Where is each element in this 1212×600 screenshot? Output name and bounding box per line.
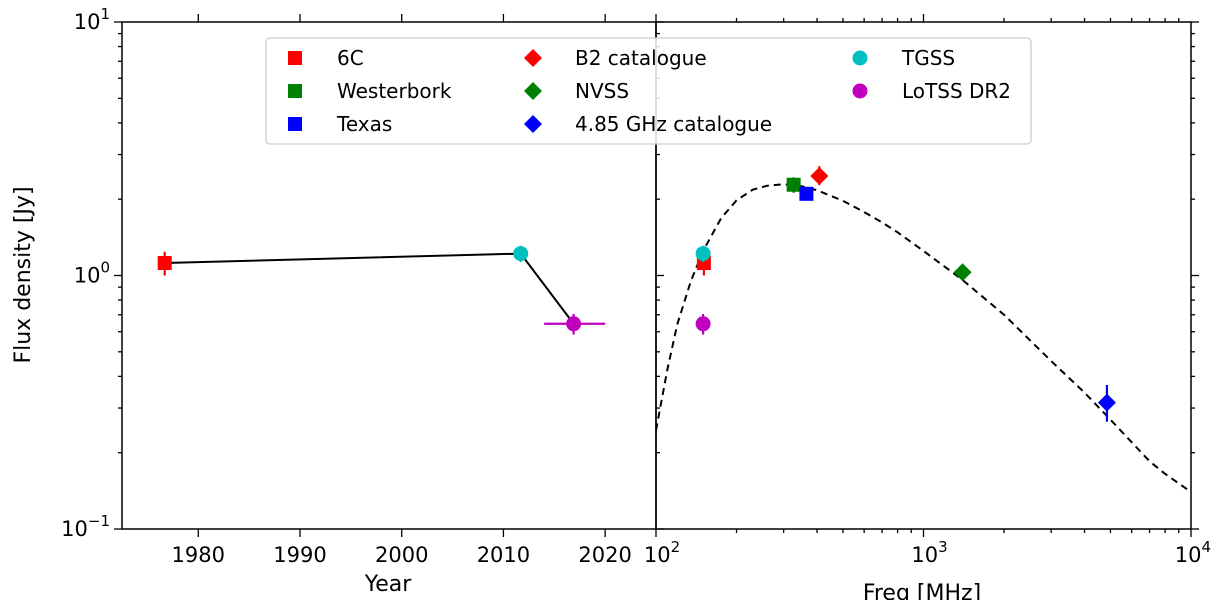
legend-box (265, 37, 1032, 145)
data-point-6c (157, 256, 172, 271)
y-axis-label: Flux density [Jy] (11, 186, 36, 363)
data-point-4-85-ghz-catalogue (1097, 393, 1116, 412)
legend-label: NVSS (575, 79, 629, 103)
x-tick-label: 1990 (273, 543, 326, 567)
legend-label: LoTSS DR2 (902, 79, 1011, 103)
legend-marker (524, 115, 542, 133)
legend-label: Texas (336, 112, 392, 136)
legend-marker (852, 83, 868, 99)
data-point-lotss-dr2 (695, 316, 711, 332)
x-axis-label-left: Year (364, 572, 413, 597)
x-tick-label: 1980 (172, 543, 225, 567)
legend-marker (852, 50, 868, 66)
data-point-westerbork (786, 177, 801, 192)
data-point-texas (799, 186, 814, 201)
legend-label: 4.85 GHz catalogue (575, 112, 772, 136)
legend-marker (524, 49, 542, 67)
x-tick-label: 104 (1175, 538, 1211, 567)
legend-label: 6C (337, 46, 364, 70)
data-point-nvss (953, 263, 972, 282)
x-tick-label: 2000 (375, 543, 428, 567)
y-tick-label: 10−1 (61, 512, 110, 541)
data-point-lotss-dr2 (566, 316, 582, 332)
y-tick-label: 100 (74, 259, 110, 288)
right-panel: 102 103 104 (644, 14, 1211, 567)
left-panel: 10−1 100 101 1980 1990 2000 2010 2020 (61, 5, 657, 567)
legend-marker (288, 51, 302, 65)
y-tick-label: 101 (74, 5, 110, 34)
x-tick-label: 2020 (578, 543, 631, 567)
legend-marker (288, 84, 302, 98)
legend-label: TGSS (901, 46, 955, 70)
legend-marker (288, 117, 302, 131)
data-point-tgss (513, 246, 529, 262)
x-tick-label: 2010 (477, 543, 530, 567)
data-point-tgss (695, 246, 711, 262)
fit-curve (655, 183, 1192, 493)
x-tick-label: 103 (911, 538, 947, 567)
legend-marker (524, 82, 542, 100)
light-curve-line (164, 252, 575, 325)
x-tick-label: 102 (644, 538, 680, 567)
legend: 6C Westerbork Texas B2 catalogue NVSS 4.85 GH… (265, 37, 1032, 145)
legend-label: B2 catalogue (575, 46, 707, 70)
legend-label: Westerbork (337, 79, 452, 103)
data-point-b2-catalogue (810, 166, 829, 185)
x-axis-label-right: Freq [MHz] (863, 581, 981, 600)
